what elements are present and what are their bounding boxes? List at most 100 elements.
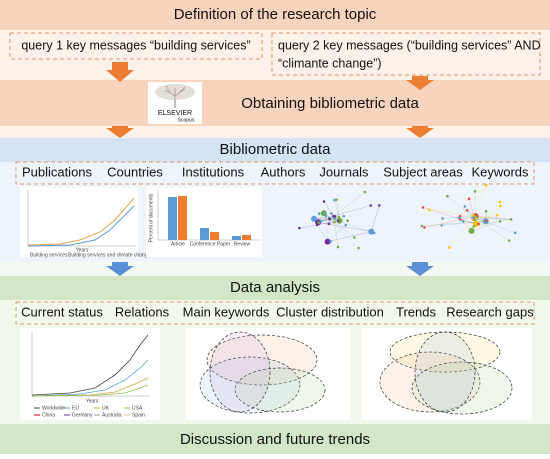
node xyxy=(473,217,476,220)
node xyxy=(334,215,337,218)
item: Trends xyxy=(396,304,436,319)
item: Publications xyxy=(22,164,93,179)
section-title: Bibliometric data xyxy=(220,141,332,158)
legend: Germany xyxy=(72,412,93,418)
node xyxy=(337,246,340,249)
item: Subject areas xyxy=(383,164,463,179)
item: Research gaps xyxy=(446,304,534,319)
node xyxy=(485,219,488,222)
item: Current status xyxy=(21,304,103,319)
node xyxy=(466,209,469,212)
node xyxy=(462,220,465,223)
node xyxy=(329,240,332,243)
node xyxy=(357,247,360,250)
node xyxy=(353,236,356,239)
node xyxy=(457,217,460,220)
shape xyxy=(0,262,550,276)
node xyxy=(472,225,475,228)
legend: China xyxy=(42,412,55,418)
axis-label: Percent of documents xyxy=(148,193,154,242)
node xyxy=(330,212,333,215)
node xyxy=(428,209,431,212)
category: Article xyxy=(171,241,185,247)
shape xyxy=(200,228,209,240)
legend: Building services and climate change xyxy=(68,252,150,258)
item: Institutions xyxy=(182,164,245,179)
node xyxy=(469,228,475,234)
item: Cluster distribution xyxy=(276,304,384,319)
logo-sub: Scopus xyxy=(178,117,195,123)
node xyxy=(440,224,443,227)
legend: EU xyxy=(72,405,79,411)
node xyxy=(324,211,327,214)
node xyxy=(346,219,349,222)
legend: UK xyxy=(102,405,110,411)
item: Countries xyxy=(107,164,163,179)
section-title: Data analysis xyxy=(230,279,320,296)
node xyxy=(422,206,425,209)
section-title: Obtaining bibliometric data xyxy=(241,95,419,112)
shape: Current status Relations Main keywords Clus… xyxy=(21,304,534,319)
node xyxy=(421,225,424,228)
node xyxy=(318,212,321,215)
shape xyxy=(0,126,550,138)
item: Authors xyxy=(261,164,306,179)
node xyxy=(477,223,480,226)
item: Relations xyxy=(115,304,170,319)
node xyxy=(510,218,513,221)
node xyxy=(499,201,502,204)
shape xyxy=(210,332,270,412)
shape xyxy=(168,197,177,240)
item: Main keywords xyxy=(183,304,270,319)
item: Journals xyxy=(319,164,369,179)
query-2-line: query 2 key messages (“building services… xyxy=(278,38,541,52)
legend: Spain xyxy=(132,412,145,418)
legend: Australia xyxy=(102,412,122,418)
node xyxy=(338,216,341,219)
node xyxy=(508,239,511,242)
shape xyxy=(155,84,195,100)
node xyxy=(499,205,502,208)
shape xyxy=(232,236,241,240)
node xyxy=(325,215,328,218)
node xyxy=(441,217,444,220)
node xyxy=(320,220,323,223)
node xyxy=(448,246,451,249)
legend: Worldwide xyxy=(42,405,65,411)
node xyxy=(514,232,517,235)
shape xyxy=(178,196,187,240)
category: Review xyxy=(234,241,251,247)
node xyxy=(333,221,336,224)
node xyxy=(496,214,499,217)
node xyxy=(468,197,471,200)
node xyxy=(378,204,381,207)
axis-label: Years xyxy=(86,398,99,404)
shape xyxy=(242,235,251,240)
logo: ELSEVIER xyxy=(158,110,192,117)
legend: USA xyxy=(132,405,143,411)
node xyxy=(485,184,488,187)
shape xyxy=(380,332,512,414)
shape xyxy=(210,232,219,240)
node xyxy=(333,199,336,202)
node xyxy=(446,195,449,198)
section-title: Discussion and future trends xyxy=(180,431,370,448)
node xyxy=(474,190,477,193)
node xyxy=(423,226,426,229)
node xyxy=(316,224,319,227)
node xyxy=(298,227,301,230)
node xyxy=(463,205,466,208)
node xyxy=(318,221,321,224)
node xyxy=(328,223,331,226)
node xyxy=(369,204,372,207)
node xyxy=(344,224,347,227)
node xyxy=(337,219,340,222)
node xyxy=(343,215,346,218)
query-2-line: “climante change”) xyxy=(278,56,382,70)
node xyxy=(323,200,326,203)
item: Keywords xyxy=(471,164,529,179)
node xyxy=(499,220,502,223)
category: Conference Paper xyxy=(190,241,231,247)
node xyxy=(364,191,367,194)
